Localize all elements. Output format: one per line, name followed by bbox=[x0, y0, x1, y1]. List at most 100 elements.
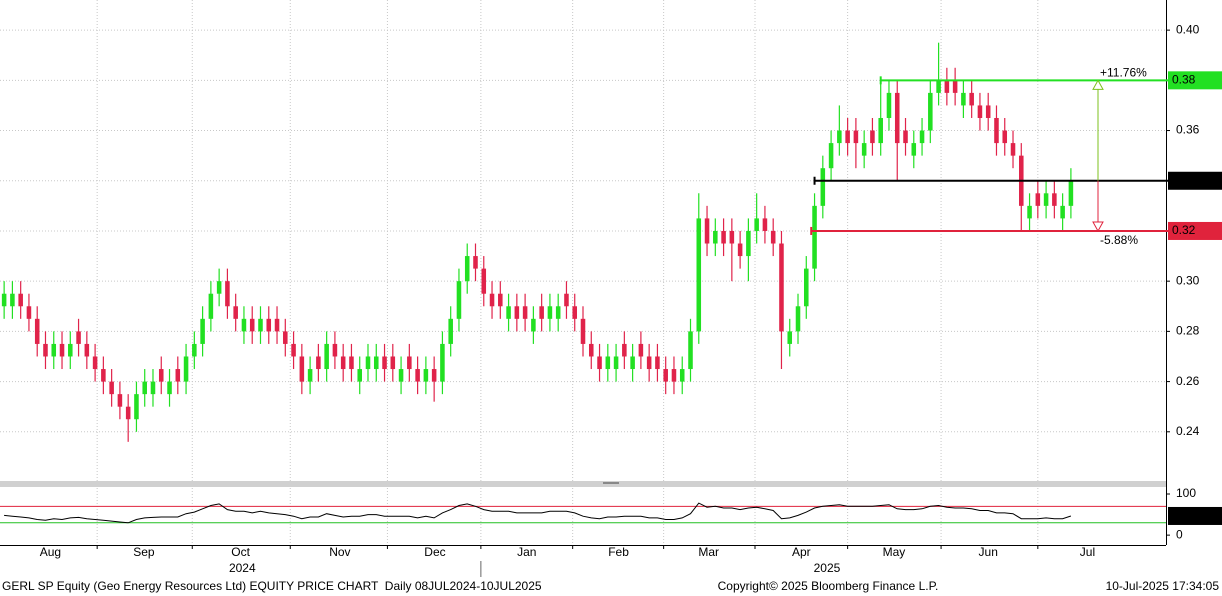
candle-body bbox=[1010, 143, 1016, 156]
x-tick-label: Nov bbox=[329, 545, 350, 559]
candle-body bbox=[663, 369, 668, 382]
x-tick-label: Feb bbox=[608, 545, 629, 559]
candle-body bbox=[770, 230, 776, 244]
candle-body bbox=[241, 318, 247, 332]
candle-body bbox=[440, 343, 445, 382]
candle-body bbox=[291, 343, 296, 357]
candle-body bbox=[373, 356, 379, 370]
candle-body bbox=[605, 356, 611, 370]
candle-body bbox=[820, 168, 826, 206]
x-tick-label: Oct bbox=[231, 545, 250, 559]
candle-body bbox=[382, 356, 387, 370]
footer-right: 10-Jul-2025 17:34:05 bbox=[1106, 579, 1220, 593]
candle-body bbox=[142, 381, 147, 395]
candle-body bbox=[456, 281, 462, 319]
candle-body bbox=[398, 369, 404, 382]
candle-body bbox=[911, 143, 917, 156]
candle-body bbox=[59, 343, 65, 357]
candle-body bbox=[316, 356, 321, 370]
level-box bbox=[1168, 171, 1222, 190]
candle-body bbox=[870, 130, 875, 144]
candle-body bbox=[357, 369, 362, 382]
candle-body bbox=[1035, 193, 1041, 206]
divider-handle bbox=[603, 482, 619, 484]
candle-body bbox=[812, 205, 817, 269]
candle-body bbox=[349, 356, 354, 370]
candle-body bbox=[76, 331, 81, 344]
candle-body bbox=[84, 343, 90, 357]
level-box bbox=[1168, 221, 1222, 240]
candle-body bbox=[969, 92, 974, 106]
candle-body bbox=[646, 356, 652, 370]
rsi-tick-label: 0 bbox=[1176, 527, 1183, 541]
candle-body bbox=[754, 218, 759, 231]
candle-body bbox=[597, 356, 602, 370]
x-tick-label: Mar bbox=[698, 545, 719, 559]
candle-body bbox=[150, 381, 156, 395]
candle-body bbox=[903, 130, 908, 144]
candle-body bbox=[894, 92, 900, 144]
candle-body bbox=[233, 306, 238, 319]
candle-body bbox=[853, 130, 859, 144]
candle-body bbox=[10, 293, 15, 307]
candle-body bbox=[390, 356, 396, 370]
candle-body bbox=[572, 306, 578, 319]
candle-body bbox=[522, 306, 528, 319]
candle-body bbox=[878, 117, 883, 144]
candle-body bbox=[1043, 193, 1049, 206]
candle-body bbox=[613, 356, 619, 370]
candle-body bbox=[828, 143, 834, 169]
candle-body bbox=[679, 369, 685, 382]
candle-body bbox=[919, 130, 925, 144]
x-tick-label: Aug bbox=[40, 545, 61, 559]
candle-body bbox=[671, 369, 677, 382]
year-label: 2024 bbox=[229, 561, 256, 575]
footer-center: Copyright© 2025 Bloomberg Finance L.P. bbox=[718, 579, 939, 593]
candle-body bbox=[489, 293, 495, 307]
candle-body bbox=[588, 343, 594, 357]
candle-body bbox=[547, 306, 553, 319]
rsi-value-label: 46.5909 bbox=[1172, 508, 1216, 522]
candle-body bbox=[109, 381, 114, 395]
x-tick-label: Jun bbox=[979, 545, 998, 559]
candle-body bbox=[158, 369, 164, 382]
candle-body bbox=[630, 356, 635, 370]
candle-body bbox=[638, 343, 644, 357]
candle-body bbox=[18, 293, 23, 307]
candle-body bbox=[837, 130, 842, 144]
candle-body bbox=[514, 306, 520, 319]
candle-body bbox=[1002, 130, 1008, 144]
candle-body bbox=[1, 293, 7, 307]
candle-body bbox=[423, 369, 429, 382]
x-tick-label: Apr bbox=[792, 545, 811, 559]
candle-body bbox=[225, 281, 230, 307]
candle-body bbox=[746, 230, 751, 257]
rsi-tick-label: 100 bbox=[1176, 486, 1196, 500]
candle-body bbox=[26, 306, 32, 319]
y-tick-label: 0.36 bbox=[1176, 123, 1200, 137]
candle-body bbox=[125, 406, 131, 420]
y-tick-label: 0.26 bbox=[1176, 374, 1200, 388]
candle-body bbox=[167, 381, 172, 395]
candle-body bbox=[216, 281, 222, 294]
candle-body bbox=[994, 117, 999, 144]
candle-body bbox=[249, 318, 255, 332]
candle-body bbox=[34, 318, 40, 344]
candle-body bbox=[804, 268, 809, 307]
y-tick-label: 0.40 bbox=[1176, 22, 1200, 36]
y-tick-label: 0.28 bbox=[1176, 324, 1200, 338]
candle-body bbox=[655, 356, 660, 370]
candle-body bbox=[1052, 193, 1057, 206]
year-label: 2025 bbox=[814, 561, 841, 575]
y-tick-label: 0.30 bbox=[1176, 273, 1200, 287]
candle-body bbox=[936, 80, 941, 93]
candle-body bbox=[473, 256, 478, 269]
candle-body bbox=[208, 293, 214, 319]
footer-left: GERL SP Equity (Geo Energy Resources Ltd… bbox=[2, 579, 542, 593]
candle-body bbox=[1027, 205, 1032, 219]
candle-body bbox=[258, 318, 263, 332]
candle-body bbox=[762, 218, 768, 231]
candle-body bbox=[283, 331, 288, 344]
